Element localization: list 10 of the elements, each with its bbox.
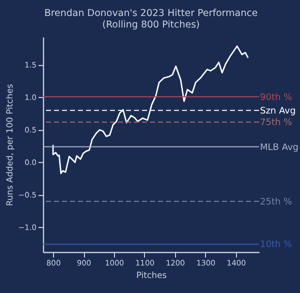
ref-line-label: 90th % bbox=[260, 92, 293, 103]
ref-line-label: 75th % bbox=[260, 118, 293, 128]
chart-subtitle: (Rolling 800 Pitches) bbox=[102, 20, 200, 30]
x-axis-title: Pitches bbox=[136, 271, 168, 281]
chart-title: Brendan Donovan's 2023 Hitter Performance bbox=[44, 8, 258, 19]
ref-line-label: 10th % bbox=[260, 240, 293, 250]
y-axis-title: Runs Added, per 100 Pitches bbox=[5, 83, 16, 206]
ref-line-label: MLB Avg bbox=[260, 142, 298, 153]
ref-line-label: 25th % bbox=[260, 197, 293, 208]
ref-line-label: Szn Avg bbox=[260, 106, 296, 116]
